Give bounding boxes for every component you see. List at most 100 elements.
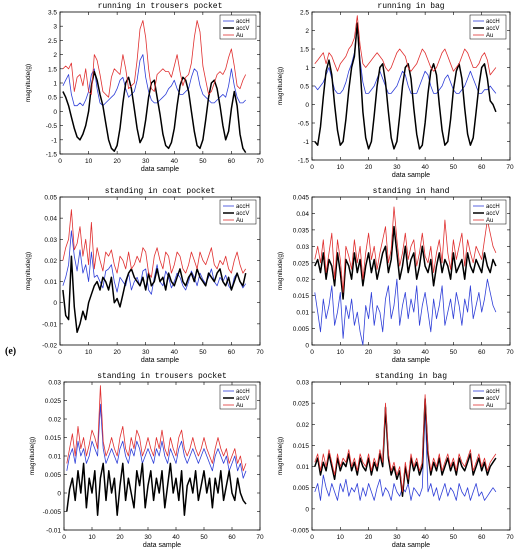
y-tick-label: 0.025 — [293, 260, 310, 267]
x-tick-label: 20 — [116, 534, 124, 541]
chart-panel-3: -0.02 -0.01 0 0.01 0.02 0.03 0.04 0.05 0 10 20 30 40… — [25, 187, 264, 364]
x-tick-label: 10 — [88, 534, 96, 541]
y-tick-label: 0.02 — [296, 422, 309, 429]
x-tick-label: 30 — [142, 349, 150, 356]
y-tick-label: 0.03 — [296, 380, 309, 387]
chart-title: standing in coat pocket — [105, 187, 215, 196]
series-line-accV — [62, 255, 247, 334]
y-tick-label: 0.01 — [296, 310, 309, 317]
chart-title: running in trousers pocket — [98, 2, 223, 11]
x-tick-label: 70 — [506, 349, 514, 356]
series-line-accH — [314, 278, 497, 346]
y-tick-label: 0.02 — [48, 417, 61, 424]
x-tick-label: 10 — [337, 349, 345, 356]
legend-label-accV: accV — [486, 26, 499, 32]
x-tick-label: 70 — [256, 158, 264, 165]
y-tick-label: 0 — [53, 109, 57, 116]
legend-label-Au: Au — [486, 403, 493, 409]
legend-label-Au: Au — [236, 218, 243, 224]
y-tick-label: -0.01 — [42, 321, 57, 328]
legend-label-accV: accV — [236, 396, 249, 402]
x-tick-label: 50 — [199, 349, 207, 356]
x-tick-label: 0 — [310, 349, 314, 356]
y-tick-label: 0 — [53, 300, 57, 307]
y-tick-label: 0.04 — [296, 211, 309, 218]
legend-label-accH: accH — [486, 389, 500, 395]
x-axis-label: data sample — [392, 357, 430, 364]
y-tick-label: -1.5 — [46, 152, 58, 159]
series-line-accV — [66, 462, 247, 516]
y-tick-label: 0.03 — [44, 237, 57, 244]
x-tick-label: 0 — [310, 164, 314, 171]
legend-label-Au: Au — [486, 33, 493, 39]
series-line-Au — [314, 206, 497, 293]
chart-title: running in bag — [377, 2, 444, 11]
legend-label-Au: Au — [486, 218, 493, 224]
x-tick-label: 50 — [199, 158, 207, 165]
chart-panel-4: 0 0.005 0.01 0.015 0.02 0.025 0.03 0.035 0.04 0.0… — [277, 187, 514, 364]
legend-label-accH: accH — [486, 19, 500, 25]
y-tick-label: 0.01 — [44, 279, 57, 286]
series-line-Au — [62, 20, 247, 98]
x-tick-label: 20 — [365, 349, 373, 356]
y-tick-label: -0.005 — [291, 528, 310, 535]
y-tick-label: 0.01 — [296, 464, 309, 471]
y-tick-label: 0.015 — [293, 443, 310, 450]
series-line-accH — [314, 406, 497, 501]
y-tick-label: 2 — [305, 28, 309, 35]
y-tick-label: 1 — [53, 81, 57, 88]
y-tick-label: 0.01 — [48, 454, 61, 461]
legend-label-accV: accV — [486, 396, 499, 402]
x-tick-label: 50 — [450, 164, 458, 171]
chart-title: standing in bag — [375, 372, 447, 381]
x-tick-label: 30 — [144, 534, 152, 541]
y-axis-label: magnitude(g) — [25, 64, 32, 102]
y-tick-label: -1 — [303, 139, 309, 146]
y-tick-label: -1.5 — [298, 158, 310, 165]
y-tick-label: 0.5 — [300, 84, 309, 91]
x-axis-label: data sample — [141, 166, 179, 173]
x-tick-label: 10 — [337, 164, 345, 171]
y-tick-label: 0.025 — [293, 401, 310, 408]
x-tick-label: 60 — [228, 349, 236, 356]
legend-label-Au: Au — [236, 403, 243, 409]
x-tick-label: 20 — [365, 534, 373, 541]
y-tick-label: 2.5 — [48, 38, 57, 45]
y-tick-label: 0.02 — [44, 258, 57, 265]
y-tick-label: 2 — [53, 52, 57, 59]
x-axis-label: data sample — [143, 542, 181, 549]
legend-label-accH: accH — [236, 389, 250, 395]
y-tick-label: 0.035 — [293, 227, 310, 234]
y-tick-label: 3.5 — [48, 10, 57, 17]
x-tick-label: 10 — [85, 158, 93, 165]
legend-label-accH: accH — [486, 204, 500, 210]
y-tick-label: -0.02 — [42, 343, 57, 350]
y-tick-label: 1 — [305, 65, 309, 72]
y-tick-label: -0.5 — [298, 121, 310, 128]
y-tick-label: 0 — [305, 102, 309, 109]
legend-label-accV: accV — [236, 26, 249, 32]
legend-label-accH: accH — [236, 19, 250, 25]
x-tick-label: 40 — [422, 164, 430, 171]
x-tick-label: 70 — [506, 164, 514, 171]
x-tick-label: 10 — [85, 349, 93, 356]
x-tick-label: 30 — [393, 164, 401, 171]
x-tick-label: 60 — [228, 534, 236, 541]
x-tick-label: 70 — [506, 534, 514, 541]
x-tick-label: 0 — [58, 158, 62, 165]
series-line-accV — [62, 70, 247, 154]
y-tick-label: -0.01 — [46, 528, 61, 535]
y-tick-label: 0.015 — [45, 435, 62, 442]
y-tick-label: 0.03 — [48, 380, 61, 387]
panel-letter: (e) — [5, 346, 17, 357]
x-tick-label: 50 — [450, 534, 458, 541]
x-tick-label: 60 — [478, 164, 486, 171]
series-line-accV — [314, 225, 497, 300]
legend-label-Au: Au — [236, 33, 243, 39]
x-axis-label: data sample — [392, 542, 430, 549]
chart-panel-1: -1.5 -1 -0.5 0 0.5 1 1.5 2 2.5 3 3.5 0 10 20 30 40 50 60 7… — [25, 2, 264, 173]
legend-label-accV: accV — [236, 211, 249, 217]
y-axis-label: magnitude(g) — [25, 252, 32, 290]
